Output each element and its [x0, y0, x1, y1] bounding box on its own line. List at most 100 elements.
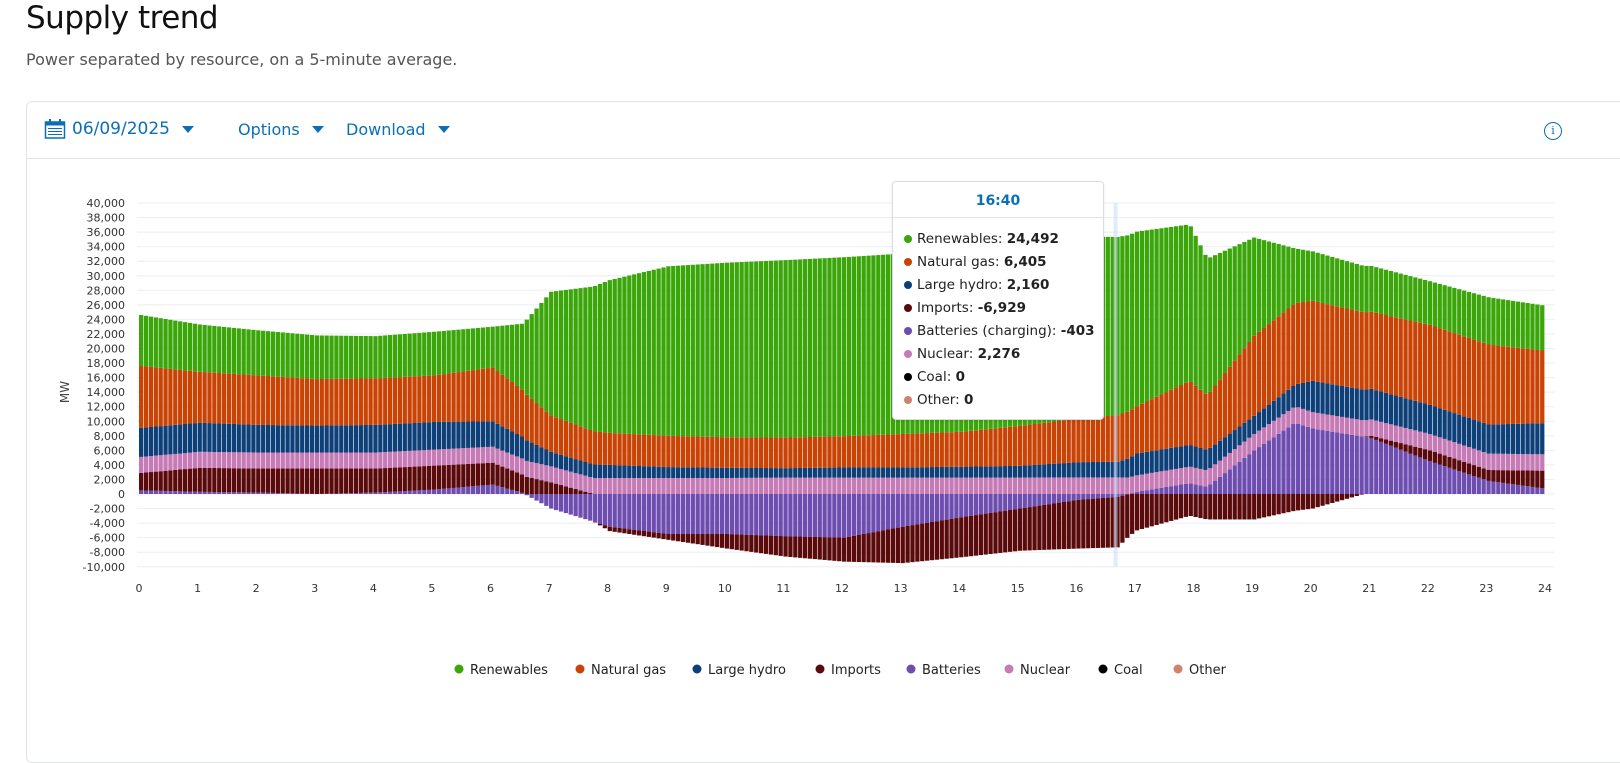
bar-natural-gas[interactable]: [1213, 385, 1217, 444]
bar-imports[interactable]: [339, 469, 343, 494]
bar-nuclear[interactable]: [1311, 412, 1315, 428]
bar-nuclear[interactable]: [178, 454, 182, 470]
bar-large-hydro[interactable]: [1096, 462, 1100, 477]
bar-batteries[interactable]: [808, 494, 812, 537]
bar-nuclear[interactable]: [1076, 477, 1080, 494]
bar-nuclear[interactable]: [700, 478, 704, 494]
bar-natural-gas[interactable]: [974, 430, 978, 466]
bar-large-hydro[interactable]: [1301, 383, 1305, 409]
bar-natural-gas[interactable]: [554, 417, 558, 453]
bar-natural-gas[interactable]: [613, 433, 617, 465]
bar-renewables[interactable]: [266, 331, 270, 376]
bar-imports[interactable]: [139, 473, 143, 490]
bar-nuclear[interactable]: [915, 478, 919, 494]
bar-imports[interactable]: [447, 465, 451, 488]
bar-imports[interactable]: [261, 469, 265, 493]
bar-nuclear[interactable]: [1106, 477, 1110, 494]
bar-large-hydro[interactable]: [1198, 448, 1202, 469]
bar-imports[interactable]: [979, 514, 983, 555]
bar-large-hydro[interactable]: [339, 425, 343, 452]
bar-batteries[interactable]: [739, 494, 743, 535]
bar-batteries[interactable]: [1184, 484, 1188, 494]
bar-natural-gas[interactable]: [451, 373, 455, 422]
bar-renewables[interactable]: [744, 262, 748, 438]
bar-renewables[interactable]: [1535, 304, 1539, 349]
bar-renewables[interactable]: [290, 333, 294, 377]
bar-natural-gas[interactable]: [232, 374, 236, 424]
legend-item[interactable]: Other: [1189, 663, 1227, 678]
bar-renewables[interactable]: [593, 286, 597, 432]
bar-natural-gas[interactable]: [671, 436, 675, 467]
bar-imports[interactable]: [1174, 494, 1178, 520]
bar-nuclear[interactable]: [276, 453, 280, 469]
bar-batteries[interactable]: [1335, 432, 1339, 494]
bar-natural-gas[interactable]: [1257, 332, 1261, 412]
bar-batteries[interactable]: [481, 485, 485, 494]
bar-batteries[interactable]: [1369, 438, 1373, 494]
bar-imports[interactable]: [608, 527, 612, 531]
bar-renewables[interactable]: [881, 255, 885, 435]
bar-renewables[interactable]: [1399, 274, 1403, 319]
bar-renewables[interactable]: [710, 264, 714, 437]
bar-imports[interactable]: [1184, 494, 1188, 517]
bar-natural-gas[interactable]: [1438, 328, 1442, 408]
bar-natural-gas[interactable]: [564, 421, 568, 456]
bar-large-hydro[interactable]: [1350, 388, 1354, 419]
bar-imports[interactable]: [1301, 494, 1305, 510]
bar-nuclear[interactable]: [1179, 468, 1183, 484]
bar-nuclear[interactable]: [613, 478, 617, 494]
legend-item[interactable]: Renewables: [470, 663, 548, 678]
bar-nuclear[interactable]: [1496, 454, 1500, 470]
bar-batteries[interactable]: [1130, 493, 1134, 494]
bar-large-hydro[interactable]: [1403, 398, 1407, 428]
bar-nuclear[interactable]: [945, 478, 949, 494]
bar-imports[interactable]: [198, 468, 202, 492]
bar-renewables[interactable]: [1272, 243, 1276, 320]
bar-large-hydro[interactable]: [300, 425, 304, 452]
bar-imports[interactable]: [925, 523, 929, 561]
bar-batteries[interactable]: [1325, 431, 1329, 494]
bar-large-hydro[interactable]: [852, 467, 856, 477]
bar-nuclear[interactable]: [481, 447, 485, 463]
bar-nuclear[interactable]: [544, 465, 548, 481]
bar-large-hydro[interactable]: [1159, 449, 1163, 471]
bar-batteries[interactable]: [412, 491, 416, 494]
bar-nuclear[interactable]: [632, 478, 636, 494]
bar-renewables[interactable]: [862, 256, 866, 435]
bar-nuclear[interactable]: [388, 452, 392, 468]
bar-batteries[interactable]: [359, 493, 363, 494]
bar-imports[interactable]: [1179, 494, 1183, 518]
bar-large-hydro[interactable]: [959, 467, 963, 478]
bar-nuclear[interactable]: [227, 452, 231, 468]
bar-imports[interactable]: [1145, 494, 1149, 528]
bar-imports[interactable]: [1418, 448, 1422, 457]
bar-renewables[interactable]: [1154, 229, 1158, 397]
bar-imports[interactable]: [149, 472, 153, 491]
bar-renewables[interactable]: [647, 271, 651, 435]
bar-nuclear[interactable]: [705, 478, 709, 494]
bar-large-hydro[interactable]: [744, 468, 748, 478]
bar-renewables[interactable]: [481, 328, 485, 369]
bar-renewables[interactable]: [1486, 297, 1490, 344]
bar-imports[interactable]: [1359, 494, 1363, 495]
bar-nuclear[interactable]: [1052, 477, 1056, 494]
bar-batteries[interactable]: [1233, 466, 1237, 494]
bar-nuclear[interactable]: [271, 453, 275, 469]
bar-nuclear[interactable]: [627, 478, 631, 494]
bar-renewables[interactable]: [1477, 295, 1481, 342]
bar-renewables[interactable]: [339, 336, 343, 379]
bar-nuclear[interactable]: [891, 478, 895, 494]
bar-natural-gas[interactable]: [476, 369, 480, 421]
bar-imports[interactable]: [671, 534, 675, 541]
bar-imports[interactable]: [598, 524, 602, 526]
bar-renewables[interactable]: [1516, 302, 1520, 348]
bar-imports[interactable]: [891, 529, 895, 563]
bar-natural-gas[interactable]: [510, 382, 514, 431]
bar-nuclear[interactable]: [979, 478, 983, 494]
bar-batteries[interactable]: [896, 494, 900, 528]
bar-large-hydro[interactable]: [1057, 463, 1061, 477]
bar-natural-gas[interactable]: [686, 436, 690, 467]
bar-renewables[interactable]: [242, 329, 246, 375]
bar-batteries[interactable]: [1462, 473, 1466, 494]
bar-batteries[interactable]: [1003, 494, 1007, 511]
